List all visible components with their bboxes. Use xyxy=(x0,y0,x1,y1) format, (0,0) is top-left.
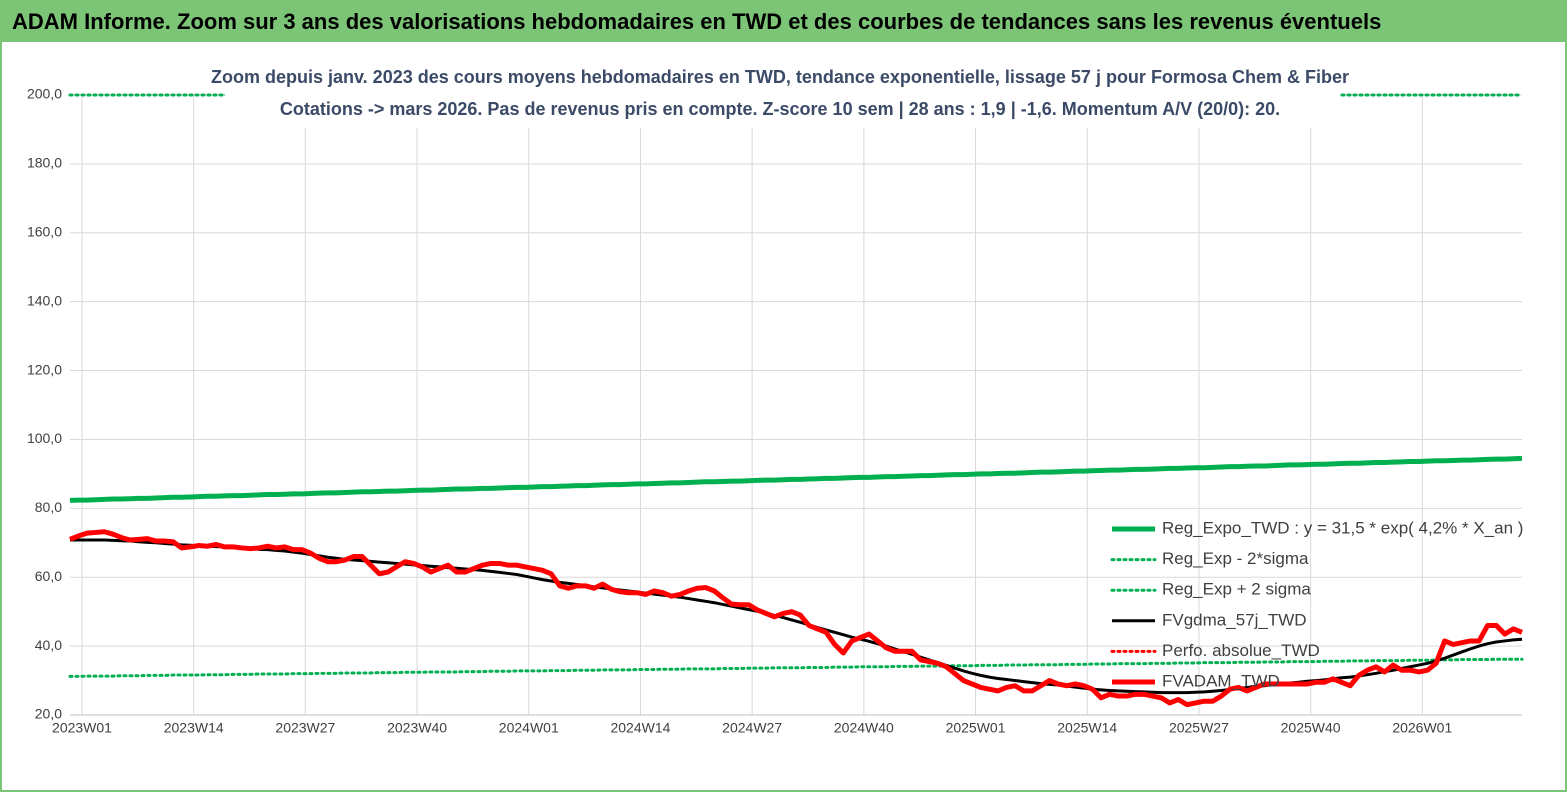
x-tick-label: 2023W01 xyxy=(52,720,112,736)
x-tick-label: 2025W01 xyxy=(946,720,1006,736)
y-tick-label: 180,0 xyxy=(27,155,62,171)
y-tick-label: 140,0 xyxy=(27,292,62,308)
grid xyxy=(70,94,1522,716)
y-tick-label: 60,0 xyxy=(35,568,62,584)
header-bar xyxy=(0,0,1567,42)
x-tick-label: 2024W27 xyxy=(722,720,782,736)
legend-label: Reg_Expo_TWD : y = 31,5 * exp( 4,2% * X_… xyxy=(1162,518,1523,537)
y-tick-label: 120,0 xyxy=(27,361,62,377)
x-tick-label: 2025W27 xyxy=(1169,720,1229,736)
header-title: ADAM Informe. Zoom sur 3 ans des valoris… xyxy=(12,9,1381,34)
x-tick-label: 2024W40 xyxy=(834,720,894,736)
x-tick-label: 2026W01 xyxy=(1392,720,1452,736)
y-tick-label: 200,0 xyxy=(27,86,62,102)
chart-subtitle: Cotations -> mars 2026. Pas de revenus p… xyxy=(280,99,1280,119)
axes: 20,0 40,0 60,0 80,0 100,0 120,0 140,0 160,0 180,… xyxy=(27,86,1522,736)
x-tick-label: 2024W01 xyxy=(499,720,559,736)
x-tick-label: 2025W40 xyxy=(1281,720,1341,736)
y-tick-label: 80,0 xyxy=(35,499,62,515)
legend-label: FVADAM_TWD xyxy=(1162,671,1280,690)
series-line xyxy=(69,529,1523,708)
x-tick-label: 2025W14 xyxy=(1057,720,1117,736)
chart-title: Zoom depuis janv. 2023 des cours moyens … xyxy=(211,67,1349,87)
x-tick-label: 2023W14 xyxy=(164,720,224,736)
y-tick-label: 20,0 xyxy=(35,706,62,722)
y-tick-label: 40,0 xyxy=(35,637,62,653)
title-box xyxy=(225,60,1340,128)
legend-label: Perfo. absolue_TWD xyxy=(1162,641,1320,660)
x-tick-label: 2023W40 xyxy=(387,720,447,736)
x-tick-label: 2024W14 xyxy=(610,720,670,736)
legend-label: FVgdma_57j_TWD xyxy=(1162,610,1307,629)
series-line xyxy=(69,455,1523,503)
y-tick-label: 160,0 xyxy=(27,223,62,239)
legend-label: Reg_Exp + 2 sigma xyxy=(1162,580,1311,599)
series-line xyxy=(68,657,1524,678)
y-tick-label: 100,0 xyxy=(27,430,62,446)
x-tick-label: 2023W27 xyxy=(275,720,335,736)
legend: Reg_Expo_TWD : y = 31,5 * exp( 4,2% * X_… xyxy=(1110,518,1523,690)
legend-label: Reg_Exp - 2*sigma xyxy=(1162,549,1309,568)
